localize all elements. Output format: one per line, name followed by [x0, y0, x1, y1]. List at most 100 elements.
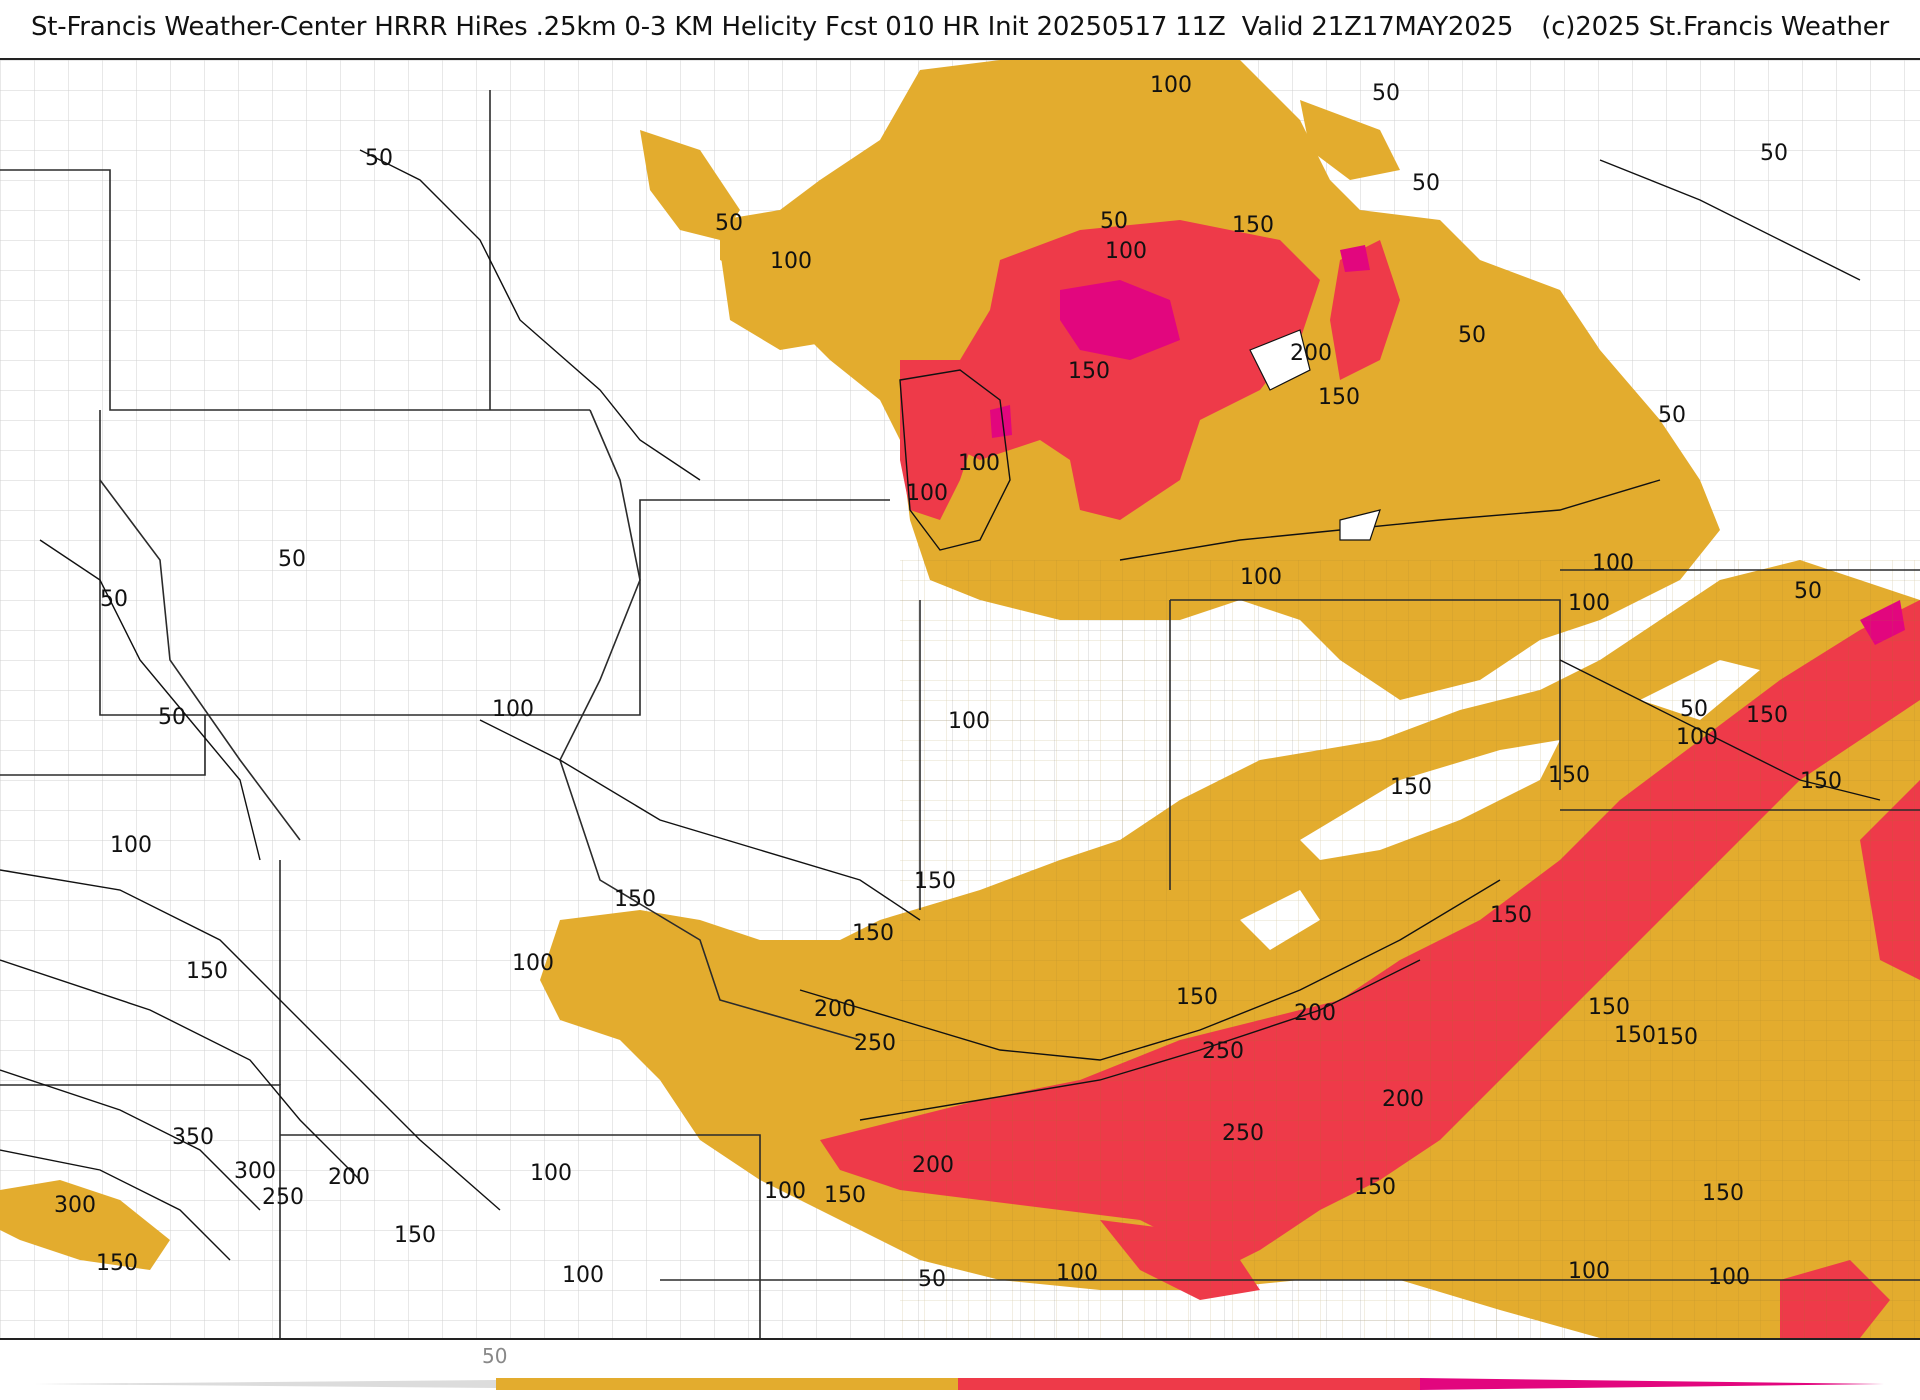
- lake-erie-gap: [1339, 509, 1381, 541]
- contour-label: 250: [854, 1031, 896, 1056]
- contour-label: 100: [770, 249, 812, 274]
- contour-label: 150: [1746, 703, 1788, 728]
- upper-michigan-patch: [1300, 100, 1400, 180]
- contour-great-lakes-east: [1119, 479, 1661, 561]
- colorbar-tick-label: 50: [482, 1344, 508, 1368]
- contour-label: 50: [365, 146, 393, 171]
- contour-label: 100: [492, 697, 534, 722]
- contour-label: 50: [1658, 403, 1686, 428]
- contour-50-west: [39, 539, 261, 861]
- state-line-6: [280, 1134, 761, 1338]
- contour-label: 200: [814, 997, 856, 1022]
- contour-150-south: [799, 879, 1501, 1061]
- contour-label: 50: [1458, 323, 1486, 348]
- contour-label: 250: [1202, 1039, 1244, 1064]
- contour-label: 100: [1592, 551, 1634, 576]
- contour-label: 50: [1412, 171, 1440, 196]
- contour-label: 50: [918, 1267, 946, 1292]
- minnesota-orange-patch: [720, 250, 860, 350]
- map-title: St-Francis Weather-Center HRRR HiRes .25…: [0, 12, 1920, 42]
- contour-label: 150: [1490, 903, 1532, 928]
- eastern-michigan-red: [1330, 240, 1400, 380]
- contour-label: 150: [1318, 385, 1360, 410]
- state-line-3: [99, 410, 890, 716]
- contour-label: 50: [1372, 81, 1400, 106]
- contour-label: 200: [1290, 341, 1332, 366]
- contour-label: 150: [614, 887, 656, 912]
- contour-label: 250: [1222, 1121, 1264, 1146]
- contour-label: 200: [1294, 1001, 1336, 1026]
- contour-100-plains: [0, 869, 501, 1211]
- contour-label: 150: [1176, 985, 1218, 1010]
- contour-label: 100: [1240, 565, 1282, 590]
- contour-label: 150: [1702, 1181, 1744, 1206]
- contour-label: 100: [530, 1161, 572, 1186]
- state-line-4: [0, 715, 206, 776]
- contour-200-south: [859, 959, 1421, 1121]
- contour-label: 200: [328, 1165, 370, 1190]
- contour-label: 50: [158, 705, 186, 730]
- northern-michigan-magenta: [1060, 280, 1180, 360]
- contour-label: 50: [1680, 697, 1708, 722]
- contour-label: 200: [912, 1153, 954, 1178]
- michigan-red-core: [920, 220, 1320, 520]
- missouri-river: [99, 479, 301, 841]
- state-line-10: [1170, 599, 1561, 790]
- contour-label: 150: [1232, 213, 1274, 238]
- helicity-contours: [0, 149, 1881, 1261]
- contour-label: 150: [394, 1223, 436, 1248]
- state-boundaries: [0, 90, 1920, 1338]
- contour-100-mid: [479, 719, 921, 921]
- lake-michigan-south: [1249, 329, 1311, 391]
- lake-michigan-red-band: [900, 360, 980, 520]
- contour-label: 100: [512, 951, 554, 976]
- contour-label: 200: [1382, 1087, 1424, 1112]
- county-grid-overlay: [900, 560, 1920, 1338]
- contour-label: 300: [54, 1193, 96, 1218]
- contour-label: 150: [914, 869, 956, 894]
- plains-orange-streak: [0, 1180, 170, 1270]
- contour-200-plains: [0, 1069, 261, 1211]
- contour-label: 100: [1105, 239, 1147, 264]
- contour-label: 300: [234, 1159, 276, 1184]
- contour-label: 100: [1150, 73, 1192, 98]
- wisconsin-orange-patch: [640, 130, 740, 240]
- colorbar-low-segment: [34, 1380, 496, 1388]
- map-canvas: 100 50 50 50 50 50 150 50 100 100 50 200…: [0, 60, 1920, 1338]
- lake-outlines: [1249, 329, 1381, 541]
- contour-50-north: [359, 149, 701, 481]
- contour-label-group: 100 50 50 50 50 50 150 50 100 100 50 200…: [54, 73, 1842, 1292]
- state-line-1: [0, 169, 590, 411]
- contour-label: 150: [1548, 763, 1590, 788]
- contour-label: 100: [1568, 591, 1610, 616]
- contour-label: 100: [1568, 1259, 1610, 1284]
- contour-label: 100: [764, 1179, 806, 1204]
- contour-150-plains: [0, 959, 361, 1181]
- contour-label: 150: [1068, 359, 1110, 384]
- copyright-text: (c)2025 St.Francis Weather: [1541, 12, 1890, 42]
- contour-label: 150: [852, 921, 894, 946]
- contour-label: 150: [824, 1183, 866, 1208]
- contour-label: 100: [110, 833, 152, 858]
- contour-label: 150: [96, 1251, 138, 1276]
- magenta-spot-2: [990, 405, 1012, 438]
- contour-label: 50: [278, 547, 306, 572]
- contour-label: 150: [1354, 1175, 1396, 1200]
- contour-label: 50: [1760, 141, 1788, 166]
- contour-label: 50: [100, 587, 128, 612]
- colorbar-segment-orange: [496, 1378, 958, 1390]
- title-text: St-Francis Weather-Center HRRR HiRes .25…: [30, 12, 1514, 42]
- contour-label: 50: [715, 211, 743, 236]
- contour-label: 150: [1800, 769, 1842, 794]
- contour-label: 350: [172, 1125, 214, 1150]
- contour-label: 250: [262, 1185, 304, 1210]
- colorbar-segment-magenta: [1420, 1378, 1884, 1390]
- contour-label: 150: [1614, 1023, 1656, 1048]
- contour-100-east: [1559, 659, 1881, 801]
- contour-label: 100: [1676, 725, 1718, 750]
- helicity-map: 100 50 50 50 50 50 150 50 100 100 50 200…: [0, 58, 1920, 1340]
- colorbar: [34, 1378, 1884, 1390]
- contour-label: 150: [1390, 775, 1432, 800]
- contour-250-plains: [0, 1149, 231, 1261]
- contour-michigan-ring: [899, 369, 1011, 551]
